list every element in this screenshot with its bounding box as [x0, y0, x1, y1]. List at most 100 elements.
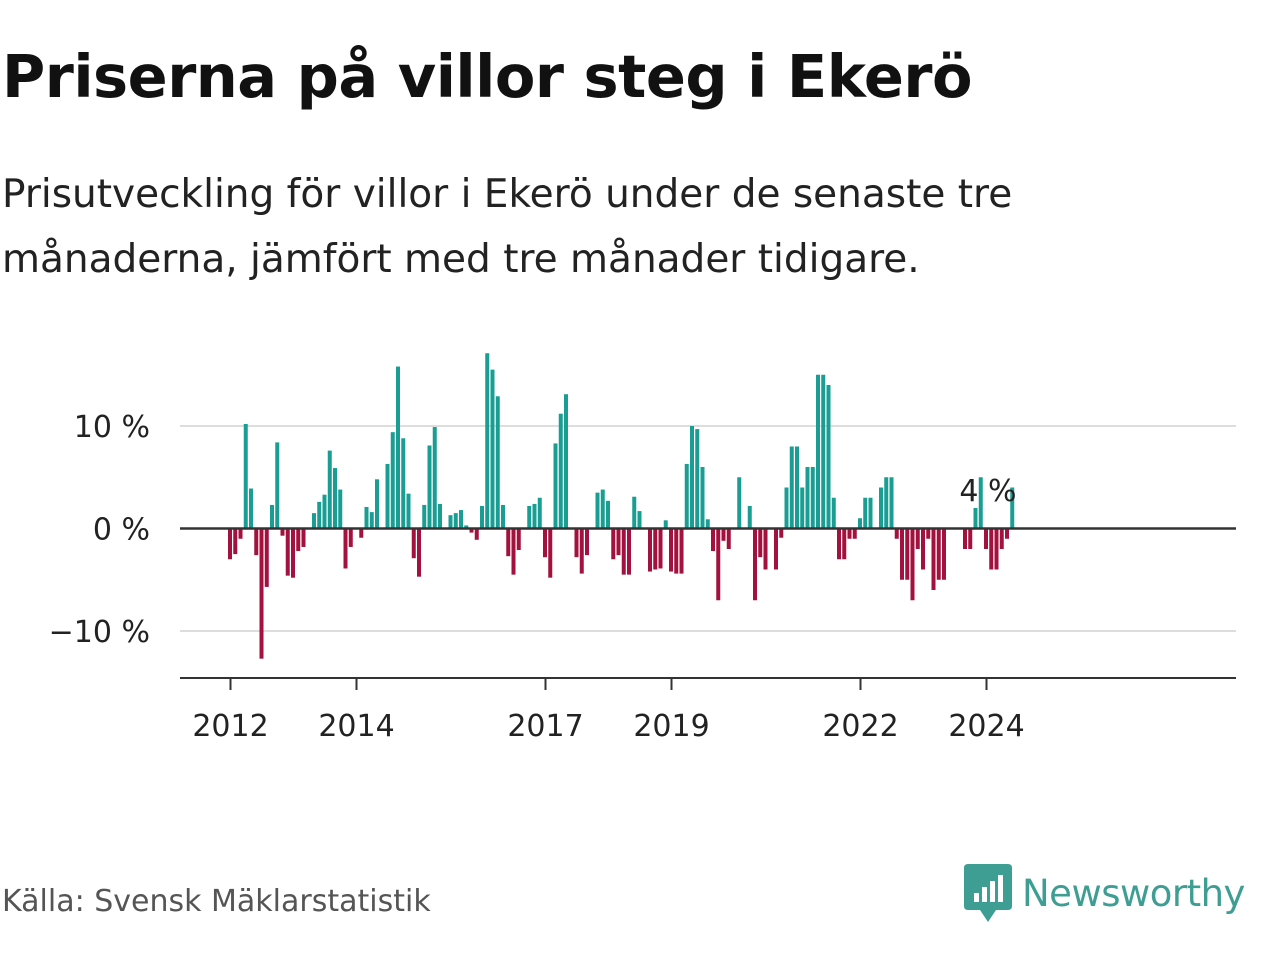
x-tick-label: 2017 — [507, 709, 583, 744]
x-tick-label: 2022 — [822, 709, 898, 744]
bar — [579, 528, 584, 574]
bar — [816, 374, 820, 529]
bar — [291, 528, 295, 578]
bar — [884, 477, 889, 529]
bar — [270, 504, 274, 529]
bar — [228, 528, 232, 560]
bar — [333, 468, 337, 529]
bar-chart: 10 % 0 % −10 % 2012 2014 2017 2019 2022 2024 4 % — [49, 353, 1236, 744]
bar — [711, 528, 715, 552]
bar — [669, 528, 673, 572]
brand-name: Newsworthy — [1022, 871, 1245, 915]
bar — [810, 467, 815, 529]
bar — [852, 528, 857, 539]
bar — [264, 528, 269, 587]
newsworthy-logo-icon — [964, 864, 1012, 922]
bar — [721, 528, 726, 541]
bar — [695, 429, 700, 529]
grid-lines — [180, 425, 1236, 632]
bar — [931, 528, 936, 590]
bar — [653, 528, 658, 570]
bar — [406, 493, 411, 529]
bar — [553, 443, 558, 529]
bar — [238, 528, 243, 539]
bar — [327, 450, 332, 529]
bar — [674, 528, 679, 574]
bar — [737, 477, 742, 529]
bar — [705, 519, 710, 529]
bar — [726, 528, 731, 549]
bar — [994, 528, 999, 570]
bar — [411, 528, 416, 559]
bar — [317, 501, 322, 529]
x-tick-label: 2014 — [318, 709, 394, 744]
bar — [243, 423, 248, 529]
bar — [301, 528, 306, 547]
bar — [543, 528, 547, 558]
bar — [779, 528, 784, 538]
bar — [784, 487, 789, 529]
y-tick-label: 10 % — [74, 410, 150, 445]
bar — [758, 528, 763, 558]
bar — [427, 445, 432, 529]
axis-labels: 10 % 0 % −10 % 2012 2014 2017 2019 2022 2024 4 % — [49, 410, 1025, 744]
bar — [312, 513, 316, 529]
bar — [448, 515, 453, 529]
bar — [558, 413, 563, 529]
bar — [464, 525, 469, 529]
bar — [926, 528, 931, 539]
bar — [396, 366, 400, 529]
bar — [359, 528, 364, 538]
bar — [275, 442, 280, 529]
x-tick-label: 2024 — [948, 709, 1024, 744]
bar — [501, 504, 505, 529]
bar — [842, 528, 847, 560]
bar — [422, 504, 427, 529]
bar — [753, 528, 757, 601]
bar — [348, 528, 353, 547]
bar — [564, 394, 568, 529]
bar — [490, 369, 495, 529]
bar — [700, 467, 705, 529]
chart-subtitle: Prisutveckling för villor i Ekerö under … — [2, 172, 1013, 282]
bar — [369, 512, 374, 529]
y-tick-label: 0 % — [93, 513, 150, 548]
bar — [254, 528, 259, 556]
bar — [978, 477, 983, 529]
bar — [863, 497, 868, 529]
bars — [228, 353, 1015, 659]
bar — [684, 463, 689, 529]
bar — [858, 518, 862, 529]
bar — [915, 528, 920, 549]
bar — [432, 427, 437, 529]
bar — [627, 528, 631, 575]
bar — [942, 528, 946, 580]
bar — [831, 497, 836, 529]
bar — [679, 528, 684, 574]
last-value-annotation: 4 % — [959, 474, 1016, 509]
brand-logo[interactable]: Newsworthy — [962, 862, 1245, 924]
bar — [747, 505, 752, 529]
bar — [385, 463, 390, 529]
bar — [621, 528, 626, 575]
bar — [285, 528, 290, 576]
bar — [1005, 528, 1009, 539]
bar — [763, 528, 768, 570]
bar — [989, 528, 994, 570]
bar — [632, 496, 637, 529]
bar — [527, 505, 532, 529]
bar — [963, 528, 967, 549]
bar — [606, 500, 610, 529]
bar — [921, 528, 925, 570]
bar — [480, 505, 484, 529]
bar — [900, 528, 904, 580]
bar — [774, 528, 778, 570]
bar — [485, 353, 490, 529]
x-axis — [180, 527, 1236, 690]
bar — [296, 528, 301, 552]
bar — [438, 503, 442, 529]
bar — [690, 426, 694, 529]
bar — [889, 477, 894, 529]
bar — [364, 506, 369, 529]
bar — [826, 385, 831, 529]
